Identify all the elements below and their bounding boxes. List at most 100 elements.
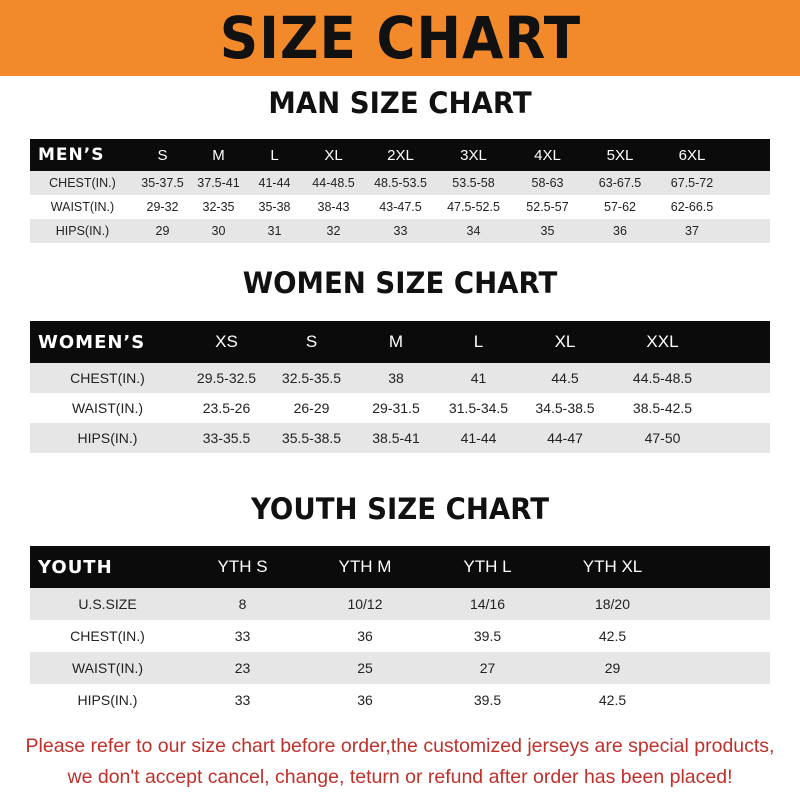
measurement-cell: 18/20 xyxy=(545,588,680,620)
measurement-cell: 53.5-58 xyxy=(436,171,511,195)
header-spacer xyxy=(680,546,770,588)
size-header: YTH L xyxy=(430,546,545,588)
measurement-cell: 32 xyxy=(302,219,365,243)
measurement-cell: 39.5 xyxy=(430,684,545,716)
measurement-cell: 47-50 xyxy=(610,423,715,453)
measurement-cell: 39.5 xyxy=(430,620,545,652)
measurement-cell: 38 xyxy=(355,363,437,393)
row-label: CHEST(IN.) xyxy=(30,363,185,393)
size-header: L xyxy=(247,139,302,171)
row-spacer xyxy=(728,195,770,219)
measurement-cell: 33 xyxy=(185,620,300,652)
measurement-cell: 8 xyxy=(185,588,300,620)
measurement-cell: 29 xyxy=(135,219,190,243)
row-spacer xyxy=(728,219,770,243)
table-category-label: YOUTH xyxy=(30,546,185,588)
size-header: XL xyxy=(302,139,365,171)
row-label: CHEST(IN.) xyxy=(30,171,135,195)
measurement-cell: 47.5-52.5 xyxy=(436,195,511,219)
measurement-cell: 44.5-48.5 xyxy=(610,363,715,393)
header-row: WOMEN’S XS S M L XL XXL xyxy=(30,321,770,363)
measurement-cell: 44-47 xyxy=(520,423,610,453)
size-header: 6XL xyxy=(656,139,728,171)
measurement-cell: 10/12 xyxy=(300,588,430,620)
size-header: YTH S xyxy=(185,546,300,588)
measurement-cell: 23 xyxy=(185,652,300,684)
row-label: HIPS(IN.) xyxy=(30,684,185,716)
measurement-cell: 29-31.5 xyxy=(355,393,437,423)
row-label: U.S.SIZE xyxy=(30,588,185,620)
size-header: 4XL xyxy=(511,139,584,171)
row-spacer xyxy=(715,363,770,393)
measurement-cell: 37 xyxy=(656,219,728,243)
page-title: SIZE CHART xyxy=(219,4,581,72)
row-spacer xyxy=(680,684,770,716)
measurement-cell: 48.5-53.5 xyxy=(365,171,436,195)
table-row: CHEST(IN.) 35-37.5 37.5-41 41-44 44-48.5 48.5… xyxy=(30,171,770,195)
measurement-cell: 29.5-32.5 xyxy=(185,363,268,393)
table-row: U.S.SIZE 8 10/12 14/16 18/20 xyxy=(30,588,770,620)
row-spacer xyxy=(715,393,770,423)
measurement-cell: 43-47.5 xyxy=(365,195,436,219)
youth-size-table: YOUTH YTH S YTH M YTH L YTH XL U.S.SIZE 8 10/12… xyxy=(30,546,770,716)
measurement-cell: 35 xyxy=(511,219,584,243)
measurement-cell: 35-37.5 xyxy=(135,171,190,195)
measurement-cell: 37.5-41 xyxy=(190,171,247,195)
measurement-cell: 35.5-38.5 xyxy=(268,423,355,453)
row-label: WAIST(IN.) xyxy=(30,393,185,423)
row-spacer xyxy=(728,171,770,195)
women-section-title: WOMEN SIZE CHART xyxy=(242,266,558,300)
measurement-cell: 30 xyxy=(190,219,247,243)
table-row: HIPS(IN.) 33-35.5 35.5-38.5 38.5-41 41-44 44-… xyxy=(30,423,770,453)
size-header: XL xyxy=(520,321,610,363)
size-header: M xyxy=(190,139,247,171)
measurement-cell: 29 xyxy=(545,652,680,684)
measurement-cell: 31.5-34.5 xyxy=(437,393,520,423)
measurement-cell: 32.5-35.5 xyxy=(268,363,355,393)
size-header: 2XL xyxy=(365,139,436,171)
measurement-cell: 34 xyxy=(436,219,511,243)
men-size-table: MEN’S S M L XL 2XL 3XL 4XL 5XL 6XL CHEST(IN.) 35-37… xyxy=(30,139,770,243)
size-header: XXL xyxy=(610,321,715,363)
measurement-cell: 33-35.5 xyxy=(185,423,268,453)
notice-line-2: we don't accept cancel, change, teturn o… xyxy=(67,766,733,788)
measurement-cell: 27 xyxy=(430,652,545,684)
measurement-cell: 58-63 xyxy=(511,171,584,195)
size-header: XS xyxy=(185,321,268,363)
measurement-cell: 57-62 xyxy=(584,195,656,219)
notice-line-1: Please refer to our size chart before or… xyxy=(25,735,775,757)
size-header: YTH M xyxy=(300,546,430,588)
measurement-cell: 38.5-42.5 xyxy=(610,393,715,423)
size-header: M xyxy=(355,321,437,363)
measurement-cell: 44-48.5 xyxy=(302,171,365,195)
measurement-cell: 42.5 xyxy=(545,684,680,716)
size-header: 5XL xyxy=(584,139,656,171)
measurement-cell: 62-66.5 xyxy=(656,195,728,219)
header-spacer xyxy=(715,321,770,363)
size-header: YTH XL xyxy=(545,546,680,588)
header-row: MEN’S S M L XL 2XL 3XL 4XL 5XL 6XL xyxy=(30,139,770,171)
measurement-cell: 14/16 xyxy=(430,588,545,620)
table-row: CHEST(IN.) 29.5-32.5 32.5-35.5 38 41 44.5 44.5… xyxy=(30,363,770,393)
table-category-label: WOMEN’S xyxy=(30,321,185,363)
table-row: WAIST(IN.) 29-32 32-35 35-38 38-43 43-47.5 47.… xyxy=(30,195,770,219)
size-header: S xyxy=(268,321,355,363)
table-row: HIPS(IN.) 33 36 39.5 42.5 xyxy=(30,684,770,716)
women-size-table: WOMEN’S XS S M L XL XXL CHEST(IN.) 29.5-32.5 32.5… xyxy=(30,321,770,453)
measurement-cell: 42.5 xyxy=(545,620,680,652)
header-row: YOUTH YTH S YTH M YTH L YTH XL xyxy=(30,546,770,588)
row-label: HIPS(IN.) xyxy=(30,423,185,453)
measurement-cell: 26-29 xyxy=(268,393,355,423)
measurement-cell: 36 xyxy=(584,219,656,243)
measurement-cell: 23.5-26 xyxy=(185,393,268,423)
measurement-cell: 44.5 xyxy=(520,363,610,393)
measurement-cell: 41 xyxy=(437,363,520,393)
measurement-cell: 33 xyxy=(185,684,300,716)
measurement-cell: 38.5-41 xyxy=(355,423,437,453)
row-label: WAIST(IN.) xyxy=(30,195,135,219)
measurement-cell: 36 xyxy=(300,684,430,716)
measurement-cell: 41-44 xyxy=(247,171,302,195)
row-spacer xyxy=(680,652,770,684)
table-row: CHEST(IN.) 33 36 39.5 42.5 xyxy=(30,620,770,652)
size-header: S xyxy=(135,139,190,171)
